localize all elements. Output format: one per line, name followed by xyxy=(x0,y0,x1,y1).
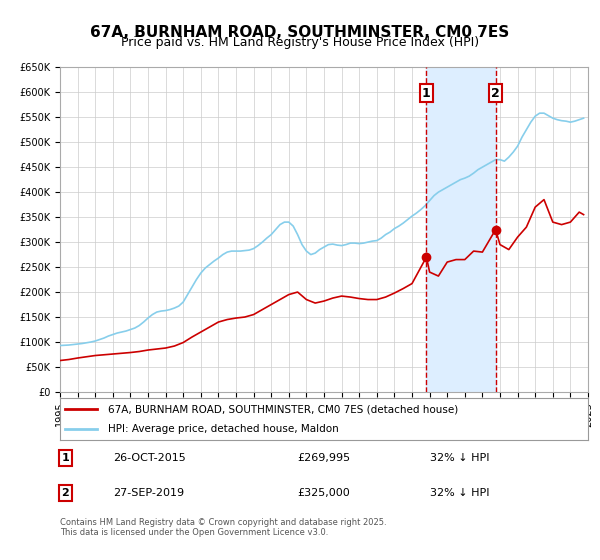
Text: £325,000: £325,000 xyxy=(298,488,350,498)
Text: 2: 2 xyxy=(491,87,500,100)
Text: 27-SEP-2019: 27-SEP-2019 xyxy=(113,488,184,498)
Text: 32% ↓ HPI: 32% ↓ HPI xyxy=(430,453,489,463)
Text: 67A, BURNHAM ROAD, SOUTHMINSTER, CM0 7ES: 67A, BURNHAM ROAD, SOUTHMINSTER, CM0 7ES xyxy=(91,25,509,40)
Text: 1: 1 xyxy=(422,87,431,100)
Text: 32% ↓ HPI: 32% ↓ HPI xyxy=(430,488,489,498)
Text: 67A, BURNHAM ROAD, SOUTHMINSTER, CM0 7ES (detached house): 67A, BURNHAM ROAD, SOUTHMINSTER, CM0 7ES… xyxy=(107,404,458,414)
Text: HPI: Average price, detached house, Maldon: HPI: Average price, detached house, Mald… xyxy=(107,424,338,434)
Text: £269,995: £269,995 xyxy=(298,453,351,463)
Bar xyxy=(427,67,496,392)
Text: 2: 2 xyxy=(61,488,69,498)
Text: 26-OCT-2015: 26-OCT-2015 xyxy=(113,453,185,463)
Text: 1: 1 xyxy=(61,453,69,463)
Text: Contains HM Land Registry data © Crown copyright and database right 2025.
This d: Contains HM Land Registry data © Crown c… xyxy=(60,518,386,538)
Text: Price paid vs. HM Land Registry's House Price Index (HPI): Price paid vs. HM Land Registry's House … xyxy=(121,36,479,49)
